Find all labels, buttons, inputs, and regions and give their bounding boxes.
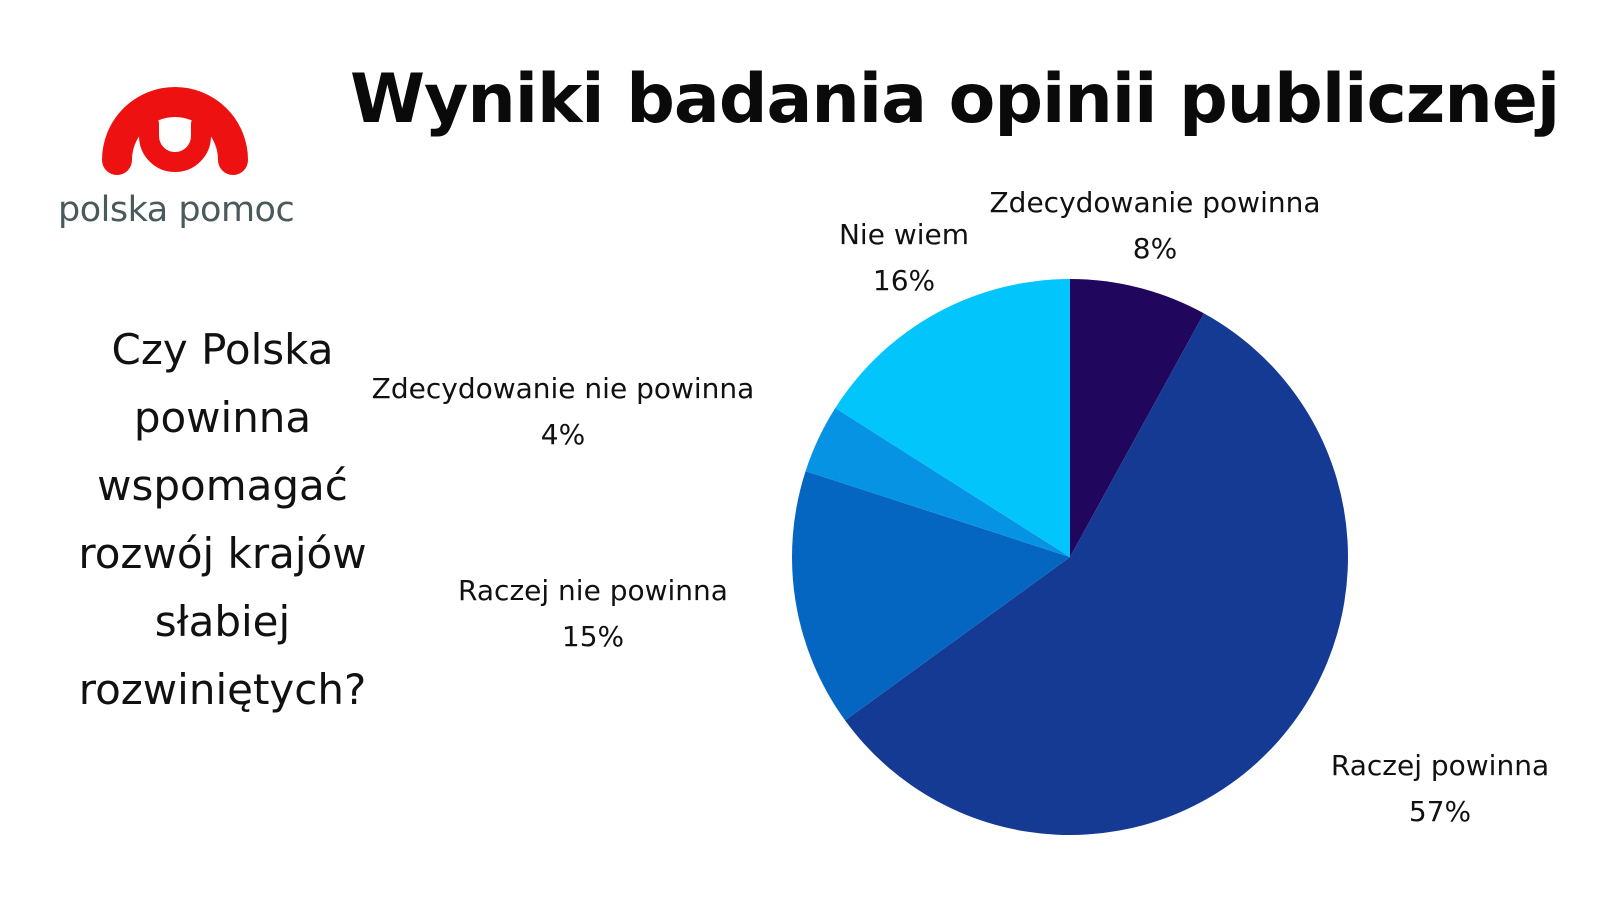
pie-slice-4 xyxy=(805,408,1070,557)
slice-percentage: 57% xyxy=(1409,795,1471,828)
pie-slice-3 xyxy=(792,471,1070,721)
slice-category: Zdecydowanie powinna xyxy=(990,186,1321,219)
pie-slice-5 xyxy=(835,279,1070,557)
slice-label-2: Raczej powinna 57% xyxy=(1331,749,1549,828)
polska-pomoc-logo: polska pomoc xyxy=(50,50,310,250)
slice-percentage: 4% xyxy=(541,418,585,451)
logo-text: polska pomoc xyxy=(58,190,295,230)
survey-question: Czy Polska powinna wspomagać rozwój kraj… xyxy=(78,325,367,714)
slice-percentage: 16% xyxy=(873,264,935,297)
slice-label-5: Nie wiem 16% xyxy=(839,218,969,297)
slice-percentage: 15% xyxy=(562,620,624,653)
slice-category: Raczej nie powinna xyxy=(458,574,728,607)
slice-label-3: Raczej nie powinna 15% xyxy=(458,574,728,653)
slice-category: Raczej powinna xyxy=(1331,749,1549,782)
pie-slice-1 xyxy=(1070,279,1204,557)
slice-label-4: Zdecydowanie nie powinna 4% xyxy=(372,372,755,451)
page-title: Wyniki badania opinii publicznej xyxy=(350,60,1560,139)
smile-arch-icon xyxy=(102,87,248,175)
slice-category: Nie wiem xyxy=(839,218,969,251)
pie-slice-2 xyxy=(845,313,1348,836)
slice-category: Zdecydowanie nie powinna xyxy=(372,372,755,405)
slice-percentage: 8% xyxy=(1133,232,1177,265)
slice-label-1: Zdecydowanie powinna 8% xyxy=(990,186,1321,265)
